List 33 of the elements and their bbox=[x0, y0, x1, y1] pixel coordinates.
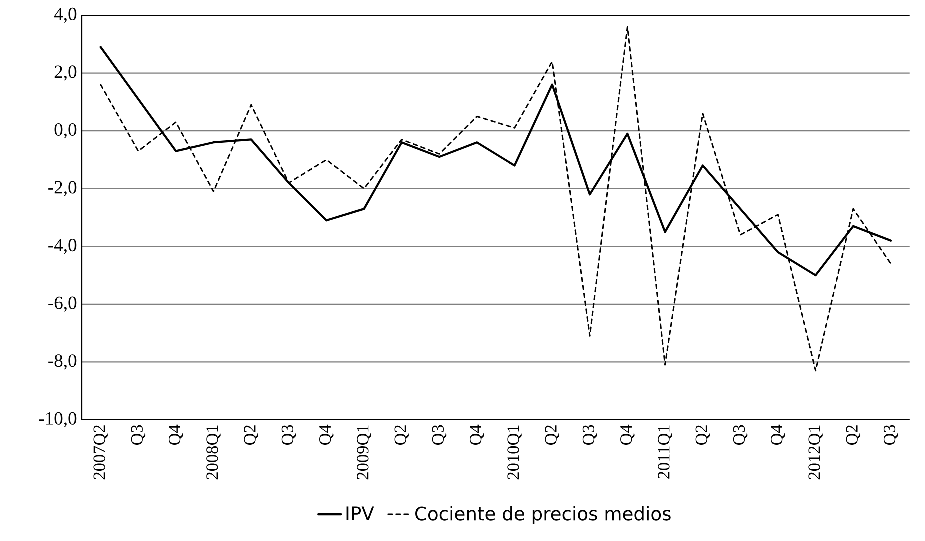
y-tick-label: 2,0 bbox=[54, 66, 77, 81]
y-tick-label: -2,0 bbox=[48, 181, 77, 196]
x-tick-label: 2007Q2 bbox=[94, 426, 108, 480]
x-tick-label: Q2 bbox=[846, 426, 861, 446]
y-tick-label: 4,0 bbox=[54, 8, 77, 24]
x-tick-label: Q4 bbox=[620, 424, 635, 446]
x-tick-label: 2010Q1 bbox=[508, 426, 522, 480]
y-tick-label: -10,0 bbox=[39, 412, 77, 428]
x-tick-label: Q2 bbox=[244, 426, 258, 446]
x-tick-label: Q2 bbox=[696, 426, 710, 446]
x-tick-label: Q4 bbox=[470, 424, 484, 446]
y-tick-label: -8,0 bbox=[48, 354, 77, 370]
y-tick-label: -6,0 bbox=[48, 296, 77, 312]
x-tick-label: 2009Q1 bbox=[357, 426, 372, 480]
legend-label: IPV bbox=[346, 506, 374, 520]
x-tick-label: Q3 bbox=[131, 425, 146, 446]
x-tick-label: Q4 bbox=[771, 424, 786, 446]
x-tick-label: Q4 bbox=[320, 424, 334, 446]
y-tick-label: 0,0 bbox=[54, 123, 77, 139]
x-tick-label: Q2 bbox=[545, 426, 560, 446]
x-tick-label: 2012Q1 bbox=[808, 426, 823, 480]
x-tick-label: Q3 bbox=[282, 425, 296, 446]
x-tick-label: Q3 bbox=[733, 425, 748, 446]
legend-label: Cociente de precios medios bbox=[416, 506, 671, 524]
x-tick-label: Q4 bbox=[168, 424, 184, 446]
x-tick-label: 2011Q1 bbox=[658, 426, 672, 479]
x-tick-label: 2008Q1 bbox=[206, 426, 221, 480]
line-series bbox=[100, 26, 892, 372]
x-tick-label: Q3 bbox=[582, 425, 598, 446]
x-tick-label: Q2 bbox=[394, 426, 409, 446]
x-tick-label: Q3 bbox=[884, 425, 898, 446]
y-tick-label: -4,0 bbox=[48, 239, 77, 254]
x-tick-label: Q3 bbox=[432, 425, 447, 446]
